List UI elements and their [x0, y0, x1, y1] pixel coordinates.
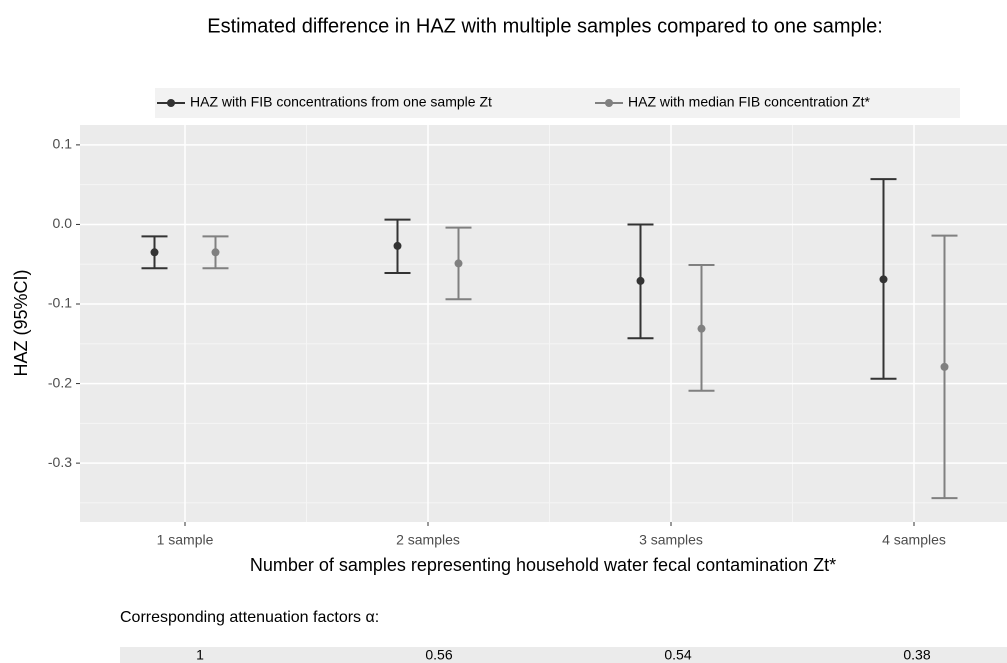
chart-title: Estimated difference in HAZ with multipl… — [207, 15, 883, 37]
x-tick-label: 1 sample — [157, 532, 214, 548]
attenuation-factor: 0.54 — [664, 647, 691, 663]
attenuation-band — [120, 647, 1007, 663]
point — [454, 259, 463, 268]
legend-key-point — [605, 99, 613, 107]
point — [940, 362, 949, 371]
plot-panel — [80, 125, 1007, 522]
point — [636, 276, 645, 285]
x-tick-label: 3 samples — [639, 532, 703, 548]
point — [211, 248, 220, 257]
legend-label: HAZ with FIB concentrations from one sam… — [190, 94, 492, 110]
y-tick-label: 0.1 — [53, 136, 73, 152]
attenuation-factor: 0.38 — [903, 647, 930, 663]
attenuation-factor: 0.56 — [425, 647, 452, 663]
x-tick-label: 4 samples — [882, 532, 946, 548]
y-tick-label: -0.1 — [48, 295, 72, 311]
attenuation-title: Corresponding attenuation factors α: — [120, 609, 379, 626]
attenuation-factor: 1 — [196, 647, 204, 663]
x-tick-label: 2 samples — [396, 532, 460, 548]
point — [697, 324, 706, 333]
legend-box — [155, 88, 960, 118]
point — [150, 248, 159, 257]
point — [879, 275, 888, 284]
y-tick-label: 0.0 — [53, 215, 73, 231]
y-tick-label: -0.2 — [48, 374, 72, 390]
legend-key-point — [167, 99, 175, 107]
point — [393, 241, 402, 250]
y-axis-label: HAZ (95%CI) — [11, 269, 31, 376]
y-tick-label: -0.3 — [48, 454, 72, 470]
x-axis-label: Number of samples representing household… — [250, 555, 836, 575]
legend-label: HAZ with median FIB concentration Zt* — [628, 94, 871, 110]
